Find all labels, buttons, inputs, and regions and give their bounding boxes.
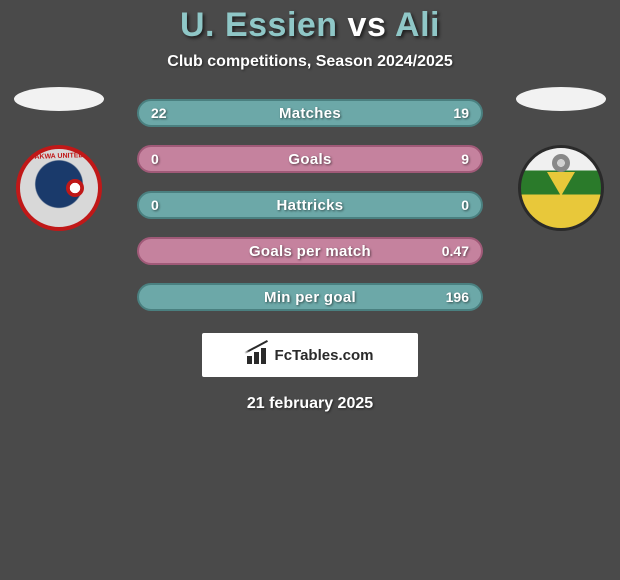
date-label: 21 february 2025 — [247, 395, 373, 413]
badge-text: AKWA UNITED — [20, 152, 98, 162]
vs-label: vs — [348, 6, 387, 44]
stat-row-min-per-goal: Min per goal 196 — [137, 283, 483, 311]
shield-icon — [552, 154, 570, 172]
stat-label: Matches — [279, 105, 341, 122]
triangle-icon — [547, 172, 575, 196]
branding-text: FcTables.com — [275, 347, 374, 364]
stat-rows: 22 Matches 19 0 Goals 9 0 Hattricks 0 Go… — [137, 99, 483, 311]
stats-section: AKWA UNITED 22 Matches 19 0 Goals 9 — [0, 99, 620, 311]
subtitle: Club competitions, Season 2024/2025 — [167, 53, 452, 71]
player1-club-badge: AKWA UNITED — [16, 145, 102, 231]
stat-right-value: 19 — [453, 105, 469, 121]
player1-head-icon — [14, 87, 104, 111]
player2-head-icon — [516, 87, 606, 111]
player2-name: Ali — [395, 6, 440, 44]
ball-icon — [66, 179, 84, 197]
branding-box: FcTables.com — [202, 333, 418, 377]
player1-column: AKWA UNITED — [14, 87, 104, 231]
stat-row-hattricks: 0 Hattricks 0 — [137, 191, 483, 219]
comparison-card: U. Essien vs Ali Club competitions, Seas… — [0, 0, 620, 413]
stat-left-value: 0 — [151, 151, 159, 167]
stat-label: Goals — [288, 151, 331, 168]
stat-row-goals-per-match: Goals per match 0.47 — [137, 237, 483, 265]
bar-chart-icon — [247, 346, 269, 364]
page-title: U. Essien vs Ali — [180, 6, 440, 45]
stat-right-value: 196 — [446, 289, 469, 305]
player1-name: U. Essien — [180, 6, 338, 44]
stat-left-value: 22 — [151, 105, 167, 121]
stat-left-value: 0 — [151, 197, 159, 213]
stat-right-value: 0.47 — [442, 243, 469, 259]
stat-right-value: 0 — [461, 197, 469, 213]
stat-label: Min per goal — [264, 289, 356, 306]
player2-column — [516, 87, 606, 231]
stat-right-value: 9 — [461, 151, 469, 167]
stat-label: Hattricks — [277, 197, 344, 214]
stat-row-goals: 0 Goals 9 — [137, 145, 483, 173]
stat-label: Goals per match — [249, 243, 371, 260]
stat-row-matches: 22 Matches 19 — [137, 99, 483, 127]
player2-club-badge — [518, 145, 604, 231]
